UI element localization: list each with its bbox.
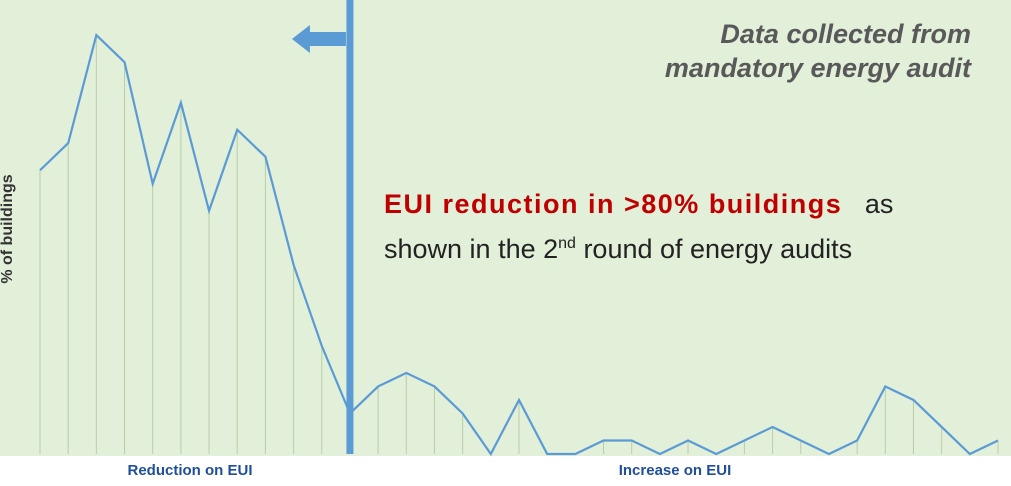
arrow	[291, 25, 346, 53]
x-label: Increase on EUI	[618, 462, 732, 479]
highlight-text: as	[864, 189, 894, 219]
highlight-bold: EUI reduction in >80% buildings	[384, 189, 843, 219]
highlight-text: round of energy audits	[583, 234, 853, 264]
series-line	[39, 33, 999, 457]
highlight-text: shown in the 2	[384, 234, 559, 264]
note: Data collected from	[720, 19, 971, 49]
highlight-line: shown in the 2nd round of energy audits	[384, 224, 852, 269]
x-label: Reduction on EUI	[127, 462, 253, 479]
highlight-line: EUI reduction in >80% buildings as	[384, 184, 893, 224]
plot-background	[0, 0, 1011, 456]
y-axis-label: % of buildings	[0, 174, 16, 284]
highlight-sup: nd	[558, 235, 576, 252]
note: mandatory energy audit	[664, 53, 971, 83]
